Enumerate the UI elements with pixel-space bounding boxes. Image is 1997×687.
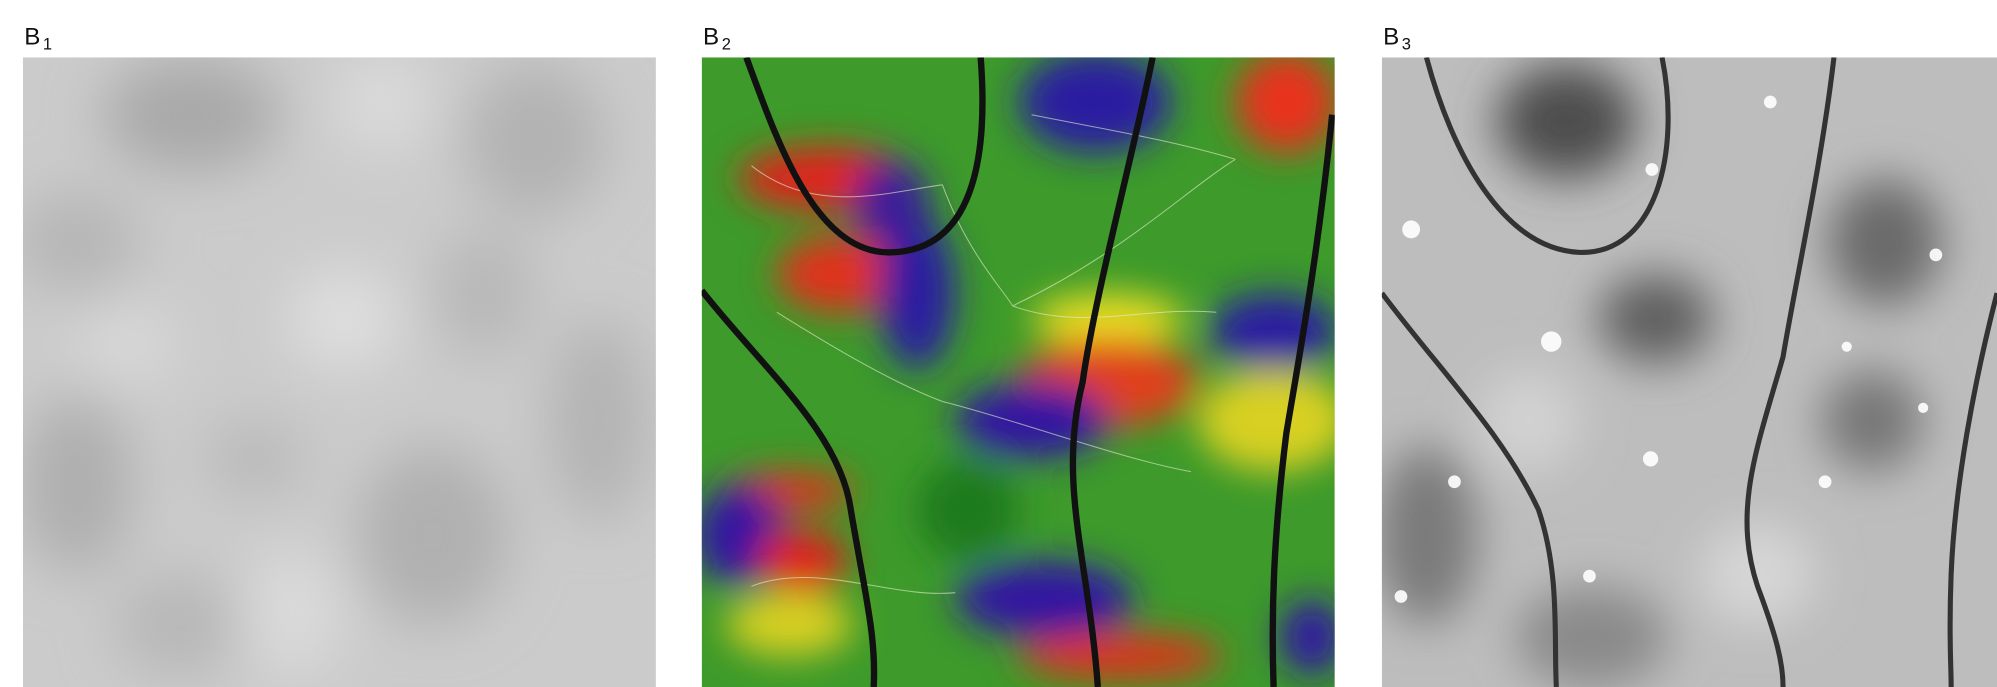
panel-b2 [701,57,1335,687]
label-letter: B [24,24,40,51]
label-subscript: 2 [722,35,731,54]
label-letter: B [1383,24,1399,51]
label-subscript: 3 [1402,35,1411,54]
label-letter: B [703,24,719,51]
label-subscript: 1 [43,35,52,54]
panel-b3 [1381,57,1997,687]
panel-b1 [22,57,656,687]
